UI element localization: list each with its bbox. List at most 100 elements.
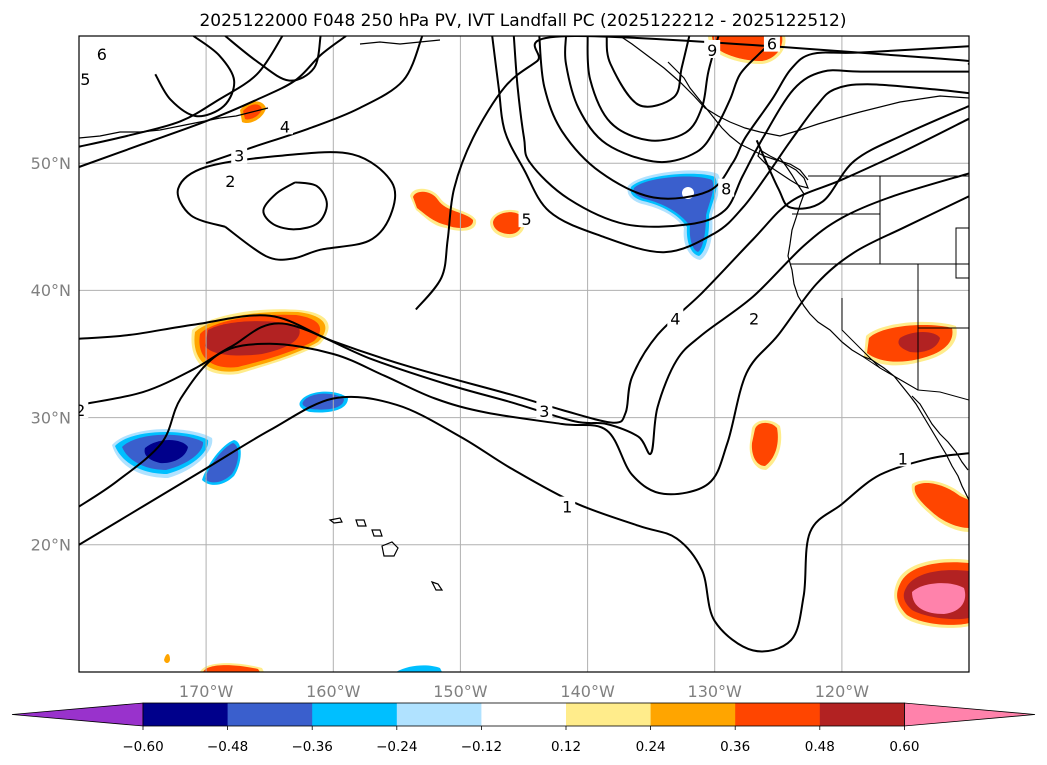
contour-label-halo [276,116,293,135]
contour-label-halo [222,171,239,190]
contour-label: 6 [767,35,777,54]
pv-contour-2 [262,181,328,231]
contour-label-halo [763,36,780,52]
map-title: 2025122000 F048 250 hPa PV, IVT Landfall… [199,11,846,31]
pv-contour-1 [79,195,969,508]
pv-contour-5 [154,36,236,118]
pv-contour-4 [415,36,969,311]
pv-contour-4 [755,105,969,210]
contour-label-halo [718,178,735,197]
pv-contour-6 [224,36,322,82]
contour-label-halo [518,209,535,228]
pv-contour-7 [564,36,779,164]
lon-tick-label: 170°W [179,682,234,701]
contour-label-halo [79,69,94,88]
ivt-region-pos-16N-112W [894,558,969,628]
colorbar-swatch [566,703,652,726]
contour-label: 1 [562,498,572,517]
ivt-region-pos-46N-145W [490,209,526,238]
colorbar-swatch [650,703,736,726]
ivt-region-pos-10N-168W [164,654,264,672]
contour-label: 9 [707,41,717,60]
lat-tick-label: 50°N [31,154,71,173]
vancouver-island [757,149,809,189]
lat-tick-label: 40°N [31,281,71,300]
colorbar-swatch [481,703,567,726]
contour-label-halo [894,448,911,467]
lon-tick-label: 150°W [433,682,488,701]
colorbar-labels: −0.60 −0.48 −0.36 −0.24 −0.12 0.12 0.24 0.36 0.4… [122,726,919,755]
ivt-region-pos-47N-153W [410,188,477,231]
colorbar-tick-label: −0.12 [461,739,502,755]
contour-label: 2 [749,309,759,328]
contour-label-halo [667,308,684,327]
colorbar-swatch [227,703,313,726]
contour-label-halo [231,145,248,164]
ivt-region-pos-36N-116W [864,321,957,366]
lon-tick-label: 120°W [815,682,870,701]
lon-tick-label: 130°W [688,682,743,701]
contour-label-halo [79,399,89,418]
contour-label: 1 [898,449,908,468]
colorbar-tick-label: 0.48 [805,739,835,755]
contour-label-halo [11,125,27,143]
ivt-region-pos-28N-124W [749,420,782,470]
lat-tick-label: 30°N [31,408,71,427]
colorbar-swatch [396,703,482,726]
pv-contour-5 [512,36,969,228]
contour-label: 4 [280,117,290,136]
contour-label: 6 [97,45,107,64]
alaska-south-coast [79,39,441,139]
colorbar-swatch [312,703,398,726]
pv-contour-2 [79,172,969,456]
contour-label-halo [704,39,721,58]
map-frame [78,35,970,673]
colorbar-tick-label: −0.36 [292,739,333,755]
contour-label: 2 [225,172,235,191]
gulf-of-california-coastline [911,395,969,471]
latitude-labels: 20°N 30°N 40°N 50°N [31,154,71,555]
pv-contours [79,36,969,653]
contour-label: 2 [14,126,24,145]
contour-label: 3 [8,250,18,269]
colorbar-swatch [819,703,905,726]
colorbar-tick-label: 0.60 [889,739,919,755]
pv-contour-9 [605,36,691,108]
colorbar-tick-label: −0.60 [122,739,163,755]
colorbar-extend-max [904,702,1036,727]
colorbar-tick-label: 0.36 [720,739,750,755]
colorbar-swatch [143,703,229,726]
longitude-labels: 170°W 160°W 150°W 140°W 130°W 120°W [179,682,869,701]
colorbar-swatch [735,703,821,726]
lon-tick-label: 160°W [306,682,361,701]
pv-contour-2 [79,36,284,148]
colorbar-tick-label: −0.48 [207,739,248,755]
contour-label-halo [93,43,110,62]
contour-label: 5 [80,70,90,89]
contour-label: 8 [721,180,731,199]
contour-label: 4 [670,309,680,328]
lon-tick-label: 140°W [560,682,615,701]
colorbar: −0.60 −0.48 −0.36 −0.24 −0.12 0.12 0.24 0.36 0.4… [11,702,1036,755]
pv-contour-1 [79,395,969,653]
colorbar-tick-label: 0.24 [636,739,666,755]
contour-label-halo [5,249,21,267]
pv-contour-2 [176,151,397,261]
us-mexico-border [861,355,969,401]
pv-contour-6 [538,36,969,200]
ivt-shading-layer [112,36,969,672]
colorbar-tick-label: −0.24 [376,739,417,755]
contour-label-halo [746,308,763,327]
pv-contour-8 [586,36,720,142]
coastlines [79,36,969,591]
contour-label: 3 [234,147,244,166]
contour-label: 3 [539,402,549,421]
pv-contour-3 [79,117,969,424]
pv-contour-3 [79,36,347,168]
pv-contour-5 [491,36,969,254]
colorbar-swatches [11,702,1036,727]
contour-label: 5 [521,210,531,229]
contour-label-halo [559,496,576,515]
